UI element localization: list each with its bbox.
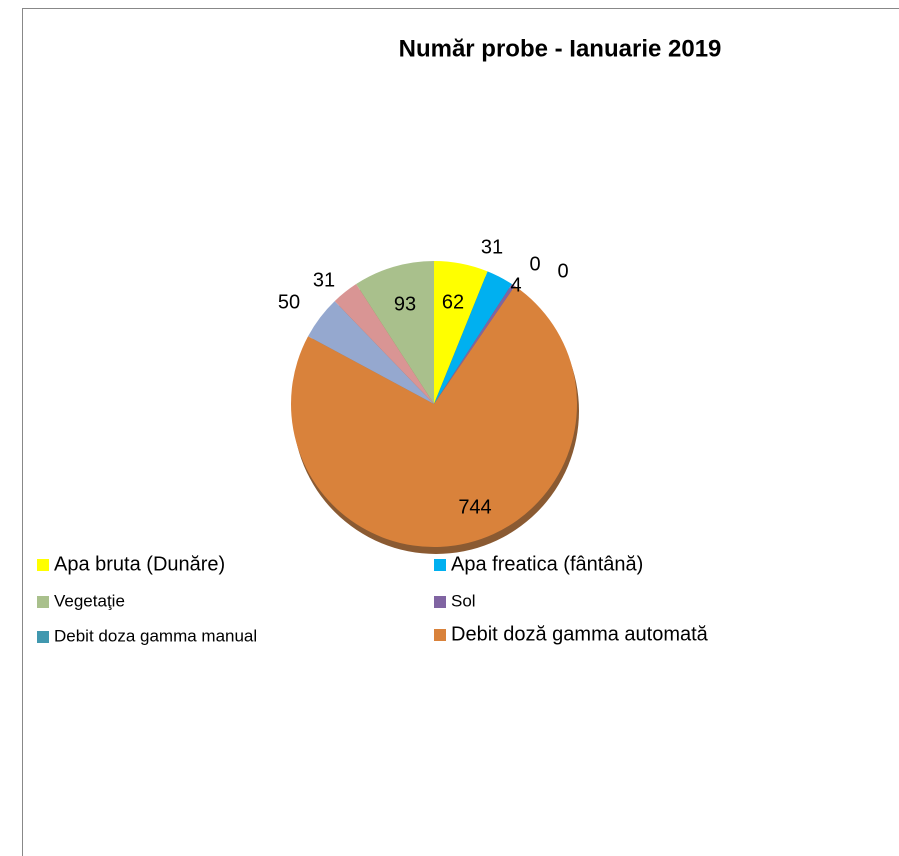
chart-title: Număr probe - Ianuarie 2019 — [399, 35, 722, 62]
legend-label: Apa freatica (fântână) — [451, 553, 643, 575]
legend-swatch — [37, 559, 49, 571]
pie-slice — [334, 284, 434, 404]
legend-swatch — [434, 629, 446, 641]
data-label: 62 — [442, 291, 464, 313]
legend-label: Vegetaţie — [54, 591, 125, 610]
data-label: 4 — [510, 274, 521, 296]
pie-slice — [308, 301, 434, 404]
legend-label: Apa bruta (Dunăre) — [54, 553, 225, 575]
pie-slice — [356, 261, 434, 404]
legend-label: Debit doză gamma automată — [451, 623, 709, 645]
legend-swatch — [37, 596, 49, 608]
pie-slice — [434, 284, 515, 404]
legend-swatch — [37, 631, 49, 643]
pie-slice — [434, 271, 512, 404]
legend-swatch — [434, 596, 446, 608]
data-label: 50 — [278, 291, 300, 313]
legend-swatch — [434, 559, 446, 571]
data-label: 93 — [394, 293, 416, 315]
pie-slice — [291, 286, 577, 547]
data-label: 744 — [458, 496, 491, 518]
data-label: 31 — [481, 236, 503, 258]
data-label: 0 — [529, 253, 540, 275]
legend-label: Sol — [451, 591, 476, 610]
legend-label: Debit doza gamma manual — [54, 626, 257, 645]
pie-slice — [434, 261, 488, 404]
data-label: 31 — [313, 269, 335, 291]
data-label: 0 — [557, 260, 568, 282]
